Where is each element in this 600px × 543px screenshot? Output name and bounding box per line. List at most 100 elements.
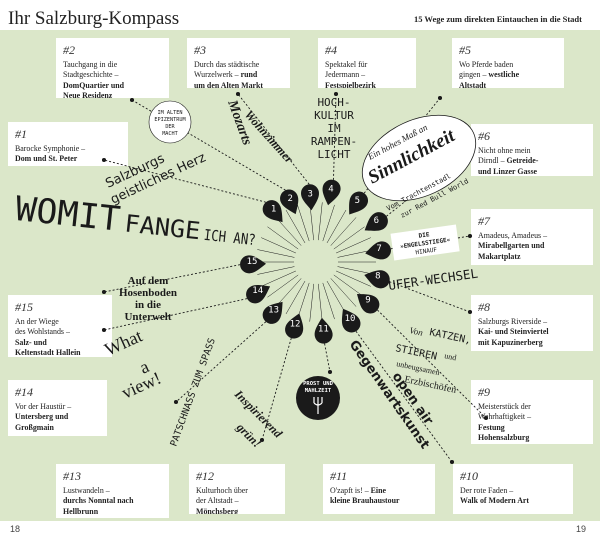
card-2[interactable]: #2 Tauchgang in die Stadtgeschichte – Do… — [56, 38, 169, 98]
pin-number: 12 — [290, 320, 301, 330]
card-number: #10 — [460, 469, 478, 483]
card-number: #4 — [325, 43, 337, 57]
card-number: #8 — [478, 300, 490, 314]
card-number: #13 — [63, 469, 81, 483]
card-route: mit Kapuzinerberg — [478, 337, 543, 347]
theme-view-3: view! — [118, 368, 164, 403]
route-pin-6[interactable]: 6 — [360, 209, 392, 238]
card-text: Stadtgeschichte – — [63, 70, 119, 80]
route-pointer-arrow — [129, 97, 135, 103]
card-6[interactable]: #6 Nicht ohne mein Dirndl – Getreide- un… — [471, 124, 593, 176]
route-pointer-line — [103, 298, 248, 331]
card-route: Makartplatz — [478, 251, 521, 261]
route-pin-14[interactable]: 14 — [243, 278, 274, 306]
center-headline: WOMIT FANGE ICH AN? — [13, 189, 256, 249]
card-13[interactable]: #13 Lustwandeln – durchs Nonntal nach He… — [56, 464, 169, 518]
card-route: um den Alten Markt — [194, 80, 264, 88]
compass-ray — [285, 209, 306, 244]
compass-ray — [309, 283, 314, 322]
theme-katzen-4: und — [444, 351, 458, 362]
route-pointer-arrow — [259, 437, 265, 443]
route-pointer-arrow — [101, 289, 107, 295]
pin-number: 13 — [268, 306, 279, 316]
route-pointer-line — [355, 331, 453, 463]
card-1[interactable]: #1 Barocke Symphonie – Dom und St. Peter — [8, 122, 128, 166]
pin-shape — [262, 200, 283, 223]
card-route: Getreide- — [506, 156, 539, 166]
card-number: #2 — [63, 43, 75, 57]
card-text: Vor der Haustür – — [15, 402, 72, 412]
card-4[interactable]: #4 Spektakel für Jedermann – Festspielbe… — [318, 38, 416, 88]
compass-ray — [297, 204, 310, 242]
route-pin-4[interactable]: 4 — [319, 178, 342, 207]
headline-womit: WOMIT — [13, 189, 122, 240]
compass-ray — [267, 226, 299, 250]
card-text: Wurzelwerk – — [194, 70, 239, 80]
compass-ray — [318, 202, 323, 241]
route-pin-1[interactable]: 1 — [259, 196, 290, 227]
theme-hochkultur-1: HOCH- — [317, 96, 350, 109]
card-route: Mirabellgarten und — [478, 241, 545, 251]
card-8[interactable]: #8 Salzburgs Riverside – Kai- und Steinv… — [471, 295, 593, 351]
card-12[interactable]: #12 Kulturhoch über der Altstadt – Mönch… — [189, 464, 285, 514]
pin-number: 11 — [318, 325, 329, 335]
theme-epizentrum-1: IM ALTEN — [158, 110, 183, 116]
route-pointer-arrow — [327, 369, 333, 375]
card-number: #6 — [478, 129, 490, 143]
card-text: Kulturhoch über — [196, 486, 248, 496]
route-pin-8[interactable]: 8 — [362, 266, 392, 290]
compass-ray — [261, 270, 297, 287]
card-text: Nicht ohne mein — [478, 146, 531, 156]
card-number: #12 — [196, 469, 214, 483]
theme-katzen-1: Von — [409, 325, 425, 338]
card-9[interactable]: #9 Meisterstück der Wehrhaftigkeit – Fes… — [471, 380, 593, 444]
route-pin-13[interactable]: 13 — [259, 296, 290, 327]
card-route: Großgmain — [15, 422, 54, 432]
card-text: Tauchgang in die — [63, 60, 118, 70]
pin-number: 5 — [355, 196, 360, 206]
pin-number: 14 — [252, 286, 263, 296]
page-number-right: 19 — [576, 524, 587, 534]
pin-shape — [280, 189, 299, 215]
theme-hochkultur-2: KULTUR — [314, 109, 354, 122]
pin-shape — [349, 191, 368, 215]
card-text: An der Wiege — [15, 317, 59, 327]
card-5[interactable]: #5 Wo Pferde baden gingen – westliche Al… — [452, 38, 564, 88]
card-route: Hohensalzburg — [478, 432, 530, 442]
compass-rays — [101, 91, 489, 465]
route-pin-15[interactable]: 15 — [240, 255, 267, 274]
theme-hosen-2: Hosenboden — [119, 287, 177, 299]
card-route: Walk of Modern Art — [460, 496, 530, 506]
route-pin-9[interactable]: 9 — [351, 287, 383, 317]
route-pin-11[interactable]: 11 — [313, 317, 334, 345]
card-text: Meisterstück der — [478, 402, 531, 412]
theme-engel-3: HINAUF — [415, 246, 438, 256]
pin-shape — [364, 212, 388, 231]
route-pointer-line — [175, 321, 267, 403]
card-11[interactable]: #11 O'zapft is! – Eine kleine Brauhausto… — [323, 464, 435, 514]
card-15[interactable]: #15 An der Wiege des Wohlstands – Salz- … — [8, 295, 112, 357]
fork-icon — [313, 397, 323, 414]
card-route: Altstadt — [459, 80, 487, 88]
card-7[interactable]: #7 Amadeus, Amadeus – Mirabellgarten und… — [471, 209, 593, 265]
route-pin-3[interactable]: 3 — [300, 184, 320, 211]
route-pin-12[interactable]: 12 — [283, 311, 308, 341]
card-route: Kai- und Steinviertel — [478, 327, 549, 337]
theme-ufer: UFER-WECHSEL — [387, 266, 479, 293]
card-number: #1 — [15, 127, 27, 141]
pin-number: 8 — [375, 272, 380, 282]
route-pin-5[interactable]: 5 — [342, 188, 372, 220]
card-route: DomQuartier und — [63, 80, 125, 90]
theme-patsch: PATSCHNASS ZUM SPASS — [168, 337, 218, 449]
route-pin-2[interactable]: 2 — [277, 187, 304, 218]
card-14[interactable]: #14 Vor der Haustür – Untersberg und Gro… — [8, 380, 107, 436]
pin-shape — [314, 317, 333, 344]
theme-hochkultur-4: RAMPEN- — [311, 135, 357, 148]
route-pin-10[interactable]: 10 — [335, 304, 364, 336]
route-pin-7[interactable]: 7 — [364, 240, 393, 262]
card-10[interactable]: #10 Der rote Faden – Walk of Modern Art — [453, 464, 573, 514]
compass-ray — [337, 266, 375, 275]
pin-number: 9 — [365, 296, 370, 306]
card-3[interactable]: #3 Durch das städtische Wurzelwerk – run… — [187, 38, 290, 88]
